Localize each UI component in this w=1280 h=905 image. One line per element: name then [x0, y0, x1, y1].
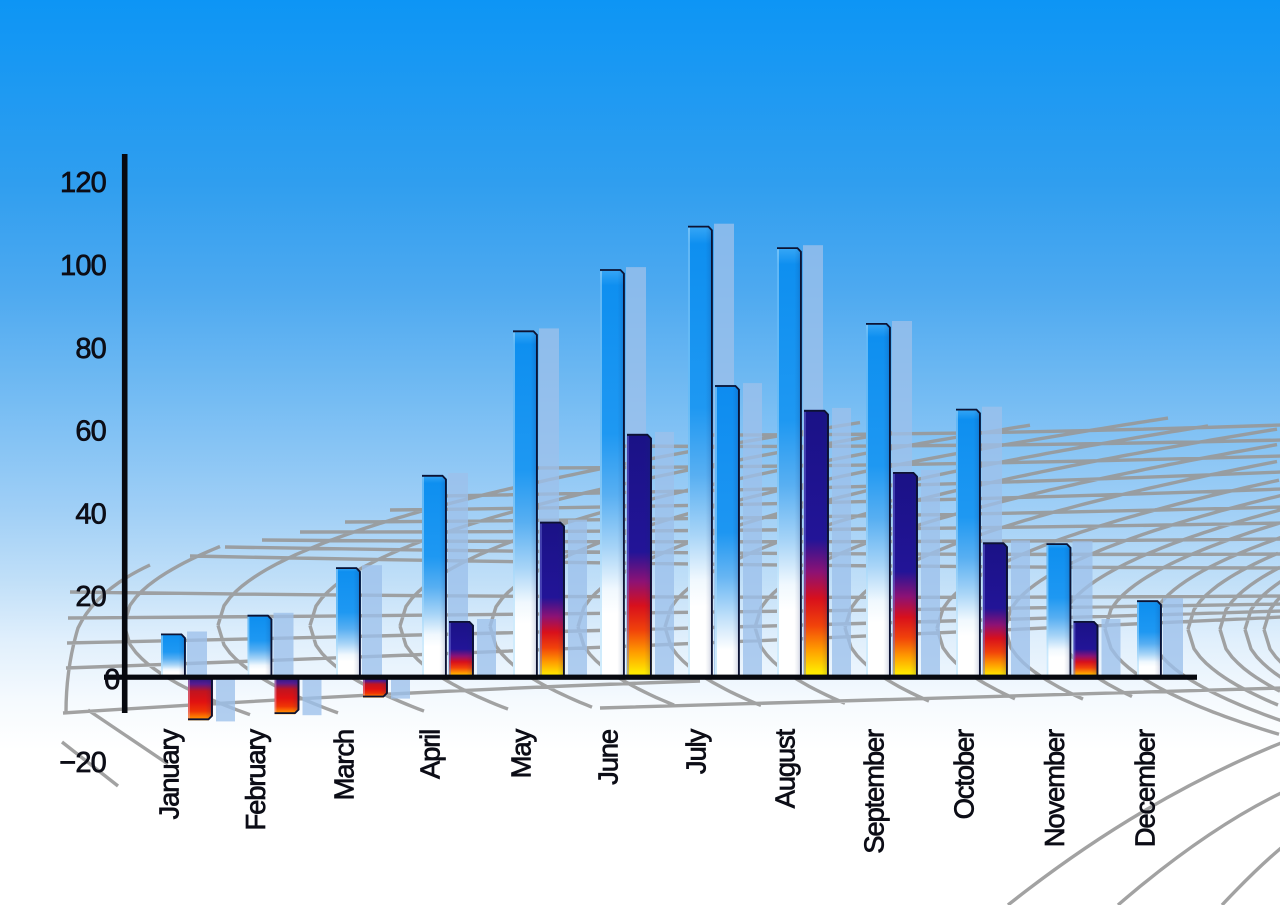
svg-text:October: October [949, 729, 980, 819]
svg-text:80: 80 [75, 333, 106, 365]
svg-text:20: 20 [75, 581, 106, 613]
svg-text:100: 100 [60, 250, 106, 282]
svg-text:120: 120 [60, 167, 106, 199]
svg-text:July: July [681, 729, 712, 775]
svg-text:40: 40 [75, 498, 106, 530]
svg-text:0: 0 [104, 664, 119, 696]
svg-text:June: June [593, 729, 624, 785]
svg-text:60: 60 [75, 416, 106, 448]
svg-text:March: March [329, 730, 360, 800]
svg-text:January: January [154, 729, 185, 820]
svg-text:September: September [859, 729, 890, 854]
svg-text:May: May [506, 729, 537, 779]
svg-text:November: November [1039, 729, 1070, 847]
svg-text:December: December [1130, 729, 1161, 847]
svg-text:April: April [415, 730, 446, 779]
svg-text:−20: −20 [59, 747, 106, 779]
svg-text:February: February [240, 729, 271, 831]
svg-text:August: August [770, 728, 801, 808]
